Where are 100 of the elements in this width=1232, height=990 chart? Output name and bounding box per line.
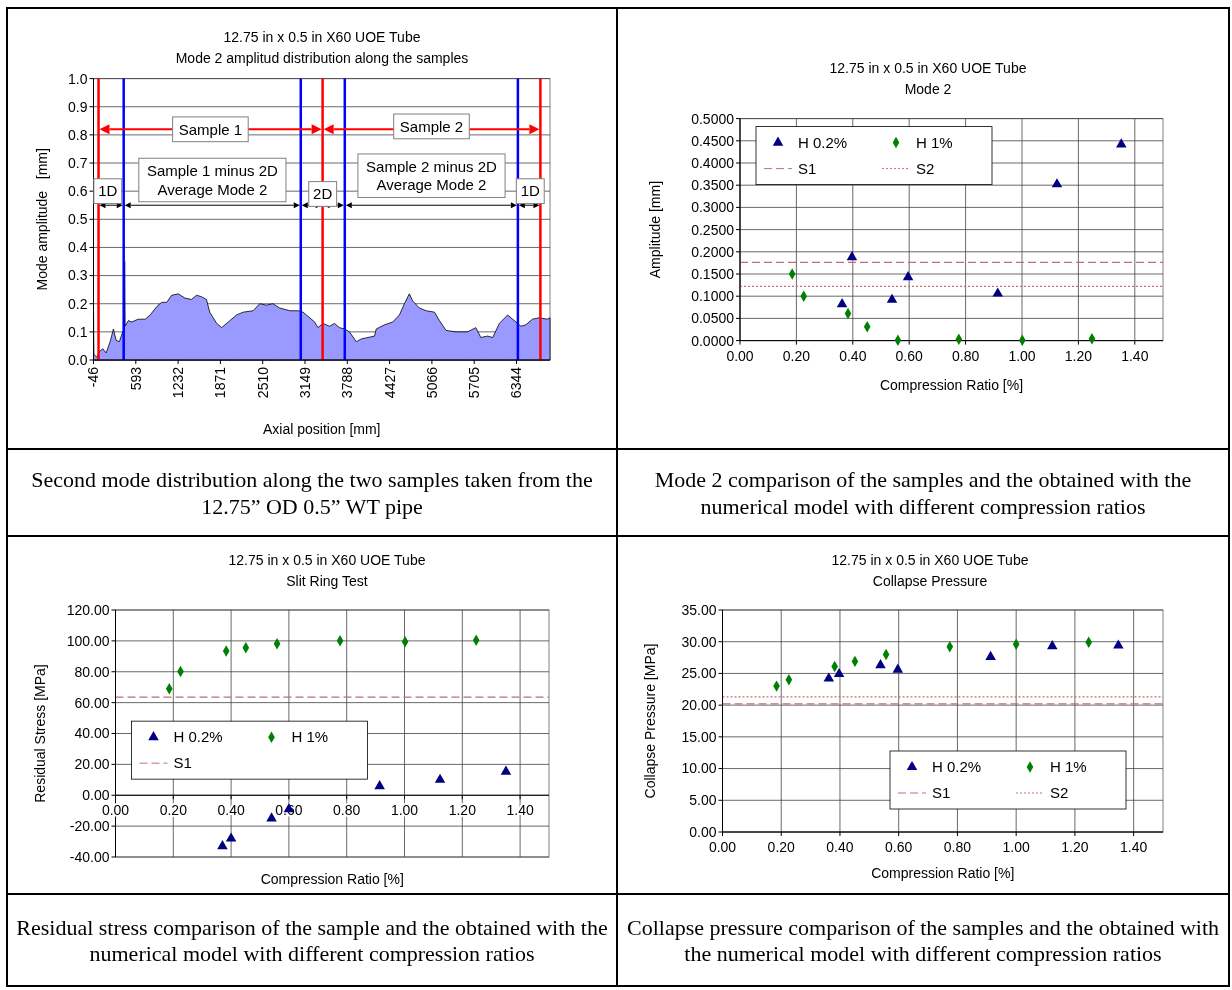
x-axis-title: Compression Ratio [%] bbox=[871, 865, 1015, 881]
y-tick-label: 35.00 bbox=[681, 601, 717, 618]
y-tick-label: 0.5000 bbox=[691, 110, 735, 127]
x-tick-label: 1232 bbox=[170, 366, 186, 399]
chart-subtitle: Mode 2 bbox=[904, 81, 952, 97]
y-tick-label: 20.00 bbox=[681, 697, 717, 714]
y-tick-label: 0.4 bbox=[68, 239, 88, 256]
chart-subtitle: Slit Ring Test bbox=[286, 573, 368, 589]
legend-label: S1 bbox=[932, 784, 951, 802]
y-tick-label: 0.7 bbox=[68, 154, 88, 171]
y-tick-label: 0.8 bbox=[68, 126, 88, 143]
x-tick-label: 1.40 bbox=[1121, 347, 1149, 364]
y-tick-label: 15.00 bbox=[681, 728, 717, 745]
x-tick-label: 5066 bbox=[423, 366, 440, 399]
x-tick-label: 1.20 bbox=[1064, 347, 1093, 364]
x-tick-label: 5705 bbox=[466, 366, 483, 399]
y-tick-label: 1.0 bbox=[68, 70, 88, 87]
y-tick-label: 0.3000 bbox=[691, 199, 735, 216]
chart-title: 12.75 in x 0.5 in X60 UOE Tube bbox=[831, 552, 1029, 568]
annotation: 2D bbox=[313, 185, 333, 203]
chart-title: 12.75 in x 0.5 in X60 UOE Tube bbox=[829, 60, 1027, 76]
y-tick-label: 120.00 bbox=[66, 601, 110, 618]
chart-subtitle: Collapse Pressure bbox=[872, 573, 988, 589]
annotation: Sample 1 bbox=[178, 120, 243, 138]
y-tick-label: 5.00 bbox=[689, 792, 717, 809]
legend-label: H 1% bbox=[916, 133, 953, 151]
chart-title: 12.75 in x 0.5 in X60 UOE Tube bbox=[228, 552, 426, 568]
y-tick-label: 0.0000 bbox=[691, 332, 735, 349]
legend-label: H 1% bbox=[1050, 758, 1087, 776]
y-tick-label: 30.00 bbox=[681, 633, 717, 650]
annotation: 1D bbox=[98, 182, 118, 200]
legend-label: S1 bbox=[798, 159, 817, 177]
y-tick-label: 100.00 bbox=[66, 632, 110, 649]
x-tick-label: 1.00 bbox=[1008, 347, 1036, 364]
x-tick-label: 0.20 bbox=[782, 347, 811, 364]
x-tick-label: 0.80 bbox=[333, 802, 361, 819]
x-tick-label: 6344 bbox=[508, 366, 525, 399]
text: Second mode distribution along the two samples taken from the 12.75” OD 0.5” WT pipe bbox=[30, 467, 594, 520]
y-tick-label: 80.00 bbox=[74, 663, 110, 680]
y-tick-label: 0.9 bbox=[68, 98, 88, 115]
x-tick-label: 1.40 bbox=[506, 802, 534, 819]
x-tick-label: 593 bbox=[127, 366, 144, 391]
y-tick-label: 0.6 bbox=[68, 183, 88, 200]
chart-subtitle: Mode 2 amplitud distribution along the samples bbox=[175, 50, 469, 66]
y-tick-label: 10.00 bbox=[681, 760, 717, 777]
y-tick-label: 0.4000 bbox=[691, 154, 735, 171]
y-tick-label: 0.00 bbox=[82, 787, 110, 804]
y-tick-label: 0.2000 bbox=[691, 243, 735, 260]
x-tick-label: 0.20 bbox=[767, 839, 796, 855]
y-tick-label: 0.5 bbox=[68, 211, 88, 228]
y-tick-label: 0.0500 bbox=[691, 310, 735, 327]
y-tick-label: 0.3 bbox=[68, 267, 88, 284]
x-tick-label: 0.40 bbox=[839, 347, 867, 364]
legend-label: S1 bbox=[173, 754, 192, 772]
legend-label: H 0.2% bbox=[932, 758, 982, 776]
x-tick-label: 1.20 bbox=[448, 802, 477, 819]
y-tick-label: 0.4500 bbox=[691, 132, 735, 149]
y-tick-label: 0.2500 bbox=[691, 221, 735, 238]
y-tick-label: 0.1 bbox=[68, 323, 88, 340]
y-tick-label: 40.00 bbox=[74, 725, 110, 742]
chart-title: 12.75 in x 0.5 in X60 UOE Tube bbox=[223, 29, 421, 45]
annotation: 1D bbox=[520, 182, 541, 200]
legend-label: S2 bbox=[1050, 784, 1069, 802]
x-tick-label: 4427 bbox=[381, 366, 398, 399]
text: Mode 2 comparison of the samples and the obtained with the numerical model with different compression ratios bbox=[653, 467, 1193, 520]
y-tick-label: 20.00 bbox=[74, 756, 110, 773]
annotation: Sample 2 bbox=[399, 117, 464, 135]
x-tick-label: 1871 bbox=[212, 366, 229, 399]
text: Residual stress comparison of the sample and the obtained with the numerical model with different compression ratios bbox=[15, 914, 609, 968]
legend-label: H 0.2% bbox=[798, 133, 848, 151]
x-tick-label: 1.40 bbox=[1120, 839, 1148, 855]
x-tick-label: 0.60 bbox=[895, 347, 924, 364]
y-tick-label: 0.2 bbox=[68, 295, 88, 312]
legend-label: H 1% bbox=[291, 728, 329, 746]
x-axis-title: Axial position [mm] bbox=[263, 421, 381, 437]
y-tick-label: 0.00 bbox=[689, 823, 717, 840]
x-tick-label: 3149 bbox=[296, 366, 313, 399]
y-tick-label: 0.3500 bbox=[691, 177, 735, 194]
y-tick-label: 0.1500 bbox=[691, 265, 735, 282]
y-tick-label: 60.00 bbox=[74, 694, 110, 711]
x-tick-label: -46 bbox=[85, 366, 102, 388]
annotation: Sample 1 minus 2D Average Mode 2 bbox=[146, 161, 279, 198]
y-axis-title: Mode amplitude [mm] bbox=[33, 148, 50, 291]
x-tick-label: 0.60 bbox=[885, 839, 913, 855]
y-tick-label: -20.00 bbox=[69, 818, 110, 835]
x-tick-label: 0.80 bbox=[951, 347, 980, 364]
y-axis-title: Collapse Pressure [MPa] bbox=[641, 643, 658, 799]
legend-label: H 0.2% bbox=[173, 728, 223, 746]
y-tick-label: 0.0 bbox=[68, 351, 88, 368]
x-tick-label: 2510 bbox=[254, 366, 271, 399]
text: Collapse pressure comparison of the samples and the obtained with the numerical model with different compression ratios bbox=[626, 914, 1220, 968]
x-tick-label: 0.00 bbox=[726, 347, 754, 364]
x-axis-title: Compression Ratio [%] bbox=[879, 377, 1024, 393]
x-tick-label: 0.40 bbox=[217, 802, 245, 819]
y-tick-label: 25.00 bbox=[681, 665, 717, 682]
x-tick-label: 1.20 bbox=[1061, 839, 1089, 855]
legend-label: S2 bbox=[916, 159, 935, 177]
y-axis-title: Residual Stress [MPa] bbox=[31, 664, 48, 803]
y-tick-label: 0.1000 bbox=[691, 288, 735, 305]
y-axis-title: Amplitude [mm] bbox=[646, 180, 663, 279]
